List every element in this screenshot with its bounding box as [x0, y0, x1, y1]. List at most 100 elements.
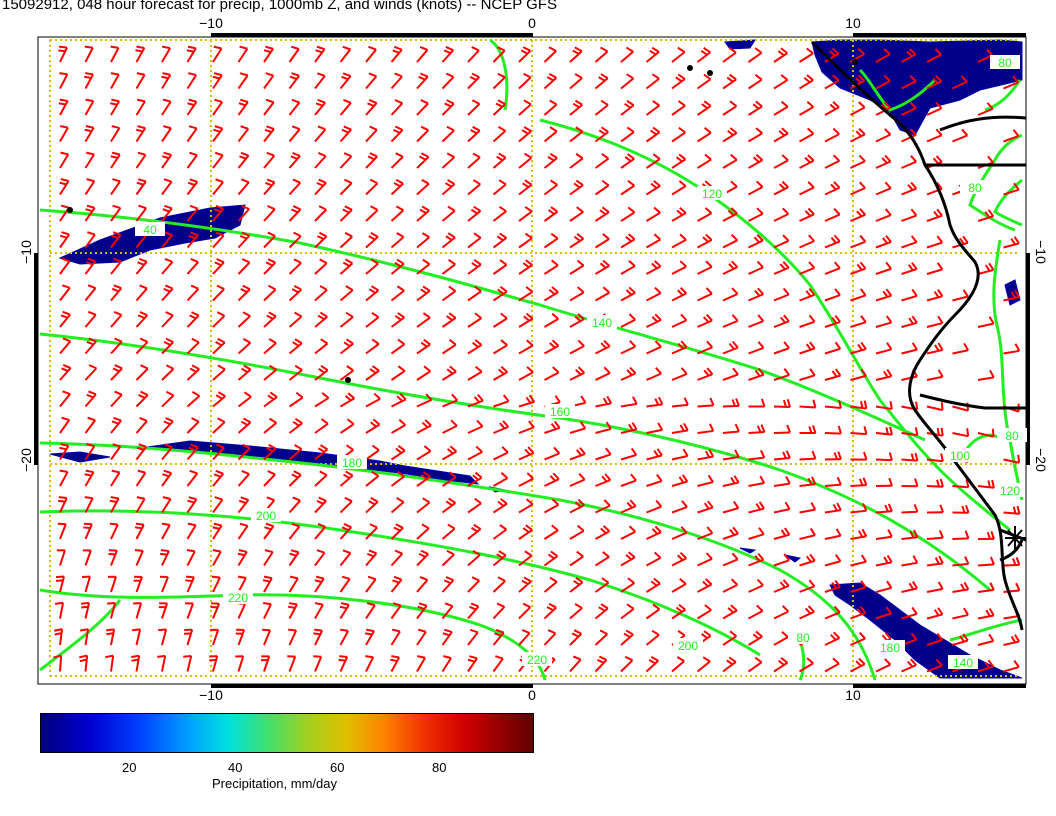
wind-barb [697, 367, 714, 381]
wind-barb [518, 602, 532, 620]
wind-barb [620, 396, 638, 408]
wind-barb [161, 125, 172, 143]
wind-barb [543, 602, 557, 620]
wind-barb [84, 284, 97, 302]
wind-barb [390, 497, 405, 514]
wind-barb [697, 260, 713, 275]
wind-barb [59, 469, 69, 487]
wind-barb [57, 496, 68, 513]
wind-barb [824, 476, 842, 487]
colorbar-title: Precipitation, mm/day [212, 776, 337, 791]
wind-barb [365, 45, 377, 63]
wind-barb [416, 655, 426, 673]
wind-barb [645, 603, 661, 620]
wind-barb [773, 605, 790, 620]
wind-barb [288, 151, 301, 169]
wind-barb [671, 526, 688, 540]
contour-label-bg [337, 455, 367, 469]
wind-barb [390, 338, 406, 355]
wind-barb [850, 288, 867, 302]
wind-barb [390, 99, 404, 116]
wind-barb [390, 575, 403, 593]
wind-barb [671, 448, 689, 461]
wind-barb [850, 261, 867, 275]
wind-barb [646, 525, 662, 540]
wind-barb [569, 603, 583, 620]
wind-barb [773, 180, 789, 196]
wind-barb [364, 628, 375, 646]
wind-barb [186, 72, 197, 90]
wind-barb [135, 337, 149, 355]
wind-barb [875, 401, 893, 411]
contour-label-bg [251, 508, 281, 522]
wind-barb [183, 628, 194, 646]
wind-barb [696, 100, 712, 116]
wind-barb [799, 341, 816, 355]
wind-barb [108, 549, 118, 566]
forecast-map[interactable]: 4012014016018020020022022080801001208014… [0, 0, 1056, 700]
wind-barb [850, 341, 867, 355]
wind-barb [747, 47, 763, 63]
wind-barb [365, 655, 375, 672]
wind-barb [747, 656, 763, 673]
wind-barb [569, 629, 583, 646]
wind-barb [57, 522, 67, 540]
wind-barb [160, 549, 170, 566]
wind-barb [84, 98, 95, 116]
contour-label: 200 [256, 509, 276, 523]
marker-dot [852, 59, 858, 65]
wind-barb [263, 98, 275, 116]
wind-barb [161, 98, 172, 116]
wind-barb [926, 555, 944, 567]
wind-barb [646, 422, 664, 434]
wind-barb [569, 366, 585, 381]
wind-barb [850, 477, 868, 487]
wind-barb [569, 126, 584, 143]
wind-barb [595, 339, 611, 355]
wind-barb [620, 73, 635, 90]
wind-barb [875, 261, 892, 275]
wind-barb [977, 479, 995, 489]
wind-barb [722, 367, 739, 381]
wind-barb [1003, 557, 1021, 567]
wind-barb [850, 503, 868, 514]
wind-barb [288, 602, 298, 619]
wind-barb [594, 233, 610, 249]
wind-barb [952, 75, 968, 90]
wind-barb [569, 447, 586, 461]
wind-barb [926, 581, 944, 593]
wind-barb [518, 286, 534, 302]
wind-barb [493, 420, 510, 434]
wind-barb [722, 449, 740, 461]
wind-barb [339, 602, 350, 620]
lon-tick-top-2: 0 [528, 15, 536, 31]
wind-barb [161, 45, 171, 63]
wind-barb [416, 549, 429, 567]
wind-barb [186, 469, 199, 487]
wind-barb [365, 602, 376, 620]
wind-barb [595, 447, 612, 461]
lon-tick-top-1: −10 [199, 15, 223, 31]
wind-barb [55, 575, 65, 593]
wind-barb [441, 285, 457, 302]
wind-barb [518, 394, 536, 408]
wind-barb [569, 179, 584, 196]
wind-barb [110, 257, 122, 275]
wind-barb [338, 655, 349, 672]
wind-barb [748, 207, 764, 222]
lon-tick-bottom-3: 10 [845, 687, 861, 700]
wind-barb [133, 602, 143, 619]
wind-barb [901, 208, 918, 222]
wind-barb [84, 443, 96, 461]
wind-barb [314, 125, 327, 143]
wind-barb [54, 601, 65, 619]
wind-barb [722, 260, 739, 275]
wind-barb [263, 417, 277, 434]
coastline-segment [939, 115, 1027, 132]
wind-barb [977, 369, 995, 381]
wind-barb [595, 525, 611, 540]
wind-barb [314, 205, 327, 222]
wind-barb [926, 262, 944, 275]
contour-label-bg [587, 315, 617, 329]
coastline-segment [810, 40, 1024, 631]
